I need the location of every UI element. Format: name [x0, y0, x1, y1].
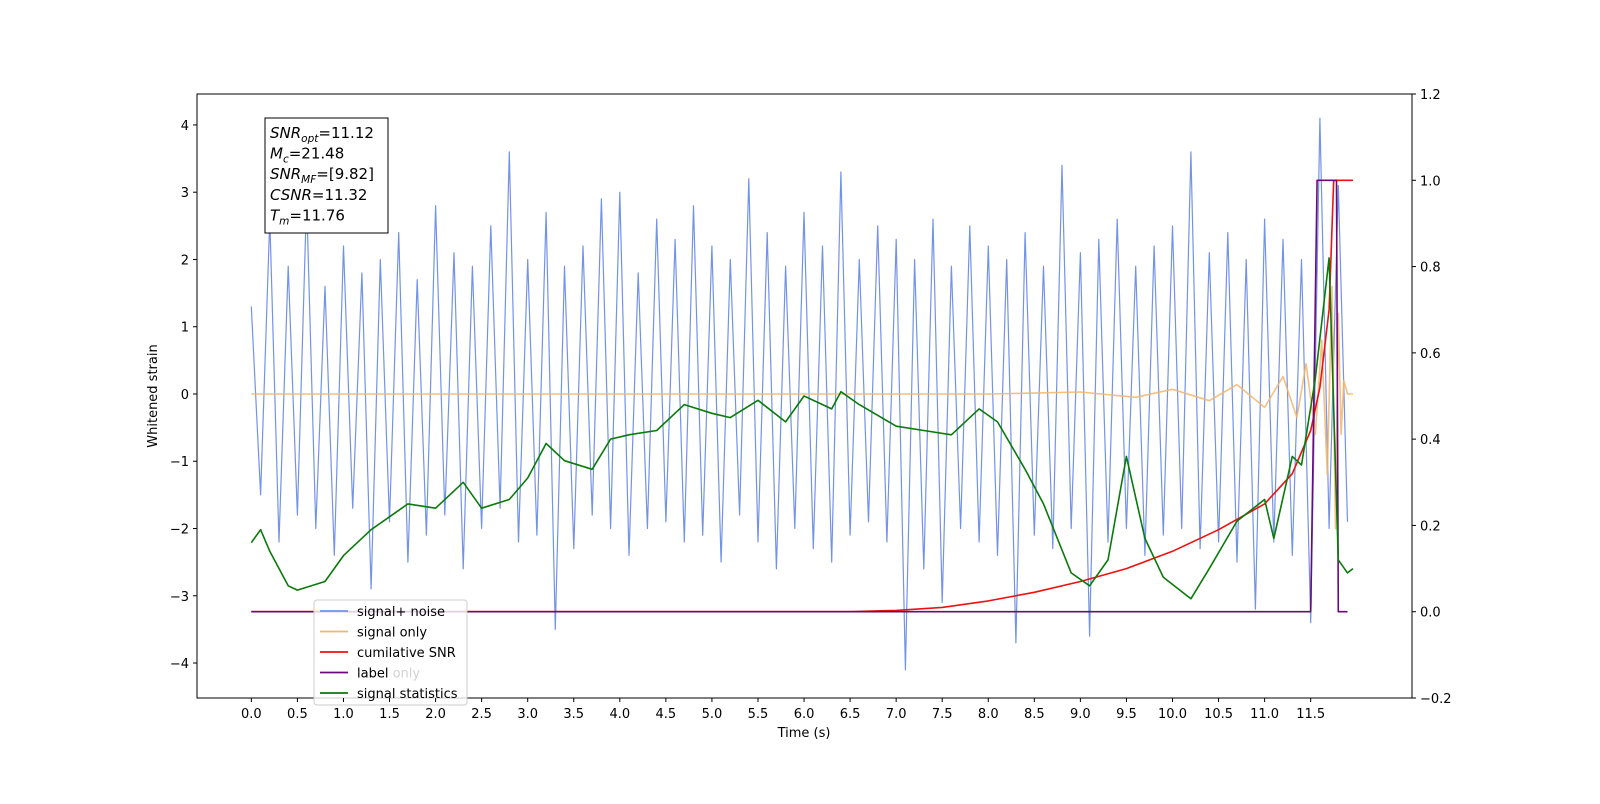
x-tick-label: 2.0 [425, 707, 446, 722]
legend-label: signal statistics [357, 687, 458, 702]
x-tick-label: 1.5 [379, 707, 400, 722]
legend-ghost-label: label only [357, 667, 420, 682]
y2-tick-label: −0.2 [1420, 692, 1452, 707]
series-line [251, 285, 1353, 530]
marks [250, 117, 1354, 671]
legend: label only signal+ noise signal only cumila… [313, 599, 468, 706]
annotation-value: =21.48 [289, 145, 345, 163]
y2-tick-label: 0.8 [1420, 261, 1441, 276]
legend-label: signal+ noise [357, 605, 445, 620]
x-tick-label: 4.0 [609, 707, 630, 722]
y-tick-label: 2 [181, 253, 189, 268]
y2-tick-label: 1.0 [1420, 174, 1441, 189]
y-tick-label: 0 [181, 388, 189, 403]
x-tick-label: 0.5 [287, 707, 308, 722]
series-line [250, 257, 1354, 600]
x-tick-label: 5.0 [702, 707, 723, 722]
annotation-subscript: m [279, 215, 289, 227]
annotation-value: =11.12 [318, 124, 374, 142]
x-tick-label: 6.0 [794, 707, 815, 722]
x-tick-label: 11.5 [1296, 707, 1325, 722]
y-tick-label: −1 [170, 455, 189, 470]
x-tick-label: 0.0 [241, 707, 262, 722]
x-tick-label: 8.5 [1024, 707, 1045, 722]
legend-frame [313, 599, 468, 706]
annotation-frame [264, 117, 389, 234]
y-tick-label: −3 [170, 590, 189, 605]
annotation-value: =[9.82] [316, 165, 374, 183]
x-tick-label: 7.0 [886, 707, 907, 722]
y-tick-label: −4 [170, 657, 189, 672]
annotation-value: =11.76 [289, 206, 345, 224]
y2-tick-label: 1.2 [1420, 88, 1441, 103]
x-tick-label: 6.5 [840, 707, 861, 722]
annotation-box: SNRopt=11.12Mc=21.48SNRMF=[9.82]CSNR=11.… [264, 117, 389, 234]
y2-tick-label: 0.6 [1420, 347, 1441, 362]
annotation-symbol: T [270, 206, 281, 224]
x-tick-label: 3.0 [517, 707, 538, 722]
x-tick-label: 9.0 [1070, 707, 1091, 722]
y-tick-label: 4 [181, 119, 189, 134]
y-axis-label: Whitened strain [146, 344, 161, 447]
annotation-line: CSNR=11.32 [270, 186, 367, 204]
annotation-symbol: M [270, 145, 283, 163]
x-tick-label: 7.5 [932, 707, 953, 722]
x-tick-label: 9.5 [1116, 707, 1137, 722]
x-tick-label: 8.0 [978, 707, 999, 722]
y-tick-label: 1 [181, 321, 189, 336]
y2-tick-label: 0.2 [1420, 519, 1441, 534]
series-line [251, 179, 1348, 613]
series-line [250, 117, 1349, 671]
x-tick-label: 11.0 [1250, 707, 1279, 722]
x-axis-label: Time (s) [777, 726, 831, 741]
y-tick-label: 3 [181, 186, 189, 201]
annotation-line: Tm=11.76 [270, 206, 345, 227]
x-tick-label: 5.5 [748, 707, 769, 722]
x-tick-label: 1.0 [333, 707, 354, 722]
annotation-line: Mc=21.48 [270, 145, 344, 166]
x-tick-label: 4.5 [656, 707, 677, 722]
legend-label: label [357, 667, 388, 682]
annotation-line: SNRMF=[9.82] [270, 165, 374, 186]
legend-label: cumilative SNR [357, 646, 456, 661]
series-line [251, 179, 1353, 613]
annotation-subscript: MF [301, 174, 317, 186]
annotation-symbol: SNR [270, 165, 301, 183]
y2-tick-label: 0.0 [1420, 606, 1441, 621]
annotation-subscript: opt [301, 133, 319, 145]
x-tick-label: 10.0 [1158, 707, 1187, 722]
annotation-subscript: c [283, 154, 289, 166]
annotation-value: =11.32 [312, 186, 368, 204]
x-tick-label: 3.5 [563, 707, 584, 722]
annotation-symbol: SNR [270, 124, 301, 142]
y2-tick-label: 0.4 [1420, 433, 1441, 448]
annotation-line: SNRopt=11.12 [270, 124, 374, 145]
x-tick-label: 10.5 [1204, 707, 1233, 722]
legend-label: signal only [357, 626, 427, 641]
y-tick-label: −2 [170, 523, 189, 538]
x-tick-label: 2.5 [471, 707, 492, 722]
annotation-symbol: CSNR [270, 186, 312, 204]
